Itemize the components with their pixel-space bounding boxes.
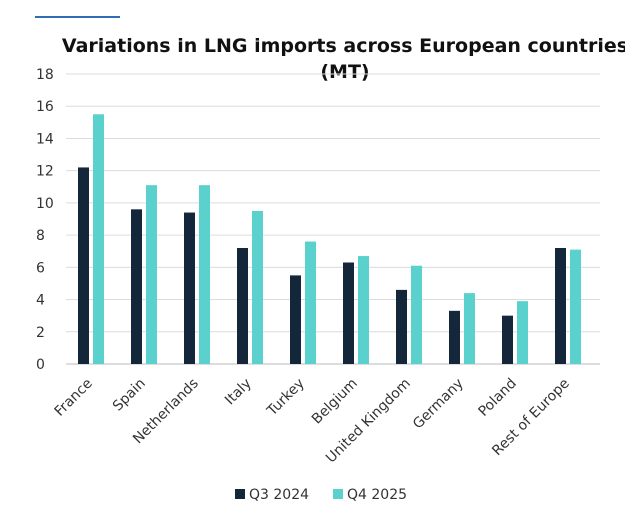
x-tick-label: Belgium: [309, 376, 361, 428]
bar-q3-2024: [184, 212, 195, 364]
y-tick-label: 4: [36, 293, 45, 309]
bar-q3-2024: [78, 167, 89, 364]
legend-swatch: [333, 489, 343, 499]
x-tick-label: Spain: [110, 376, 149, 415]
x-tick-label: Germany: [410, 376, 467, 433]
y-tick-label: 14: [36, 131, 54, 147]
x-tick-label: Italy: [222, 376, 255, 409]
bar-q4-2025: [305, 241, 316, 364]
legend-label: Q3 2024: [249, 487, 309, 503]
bar-q4-2025: [464, 293, 475, 364]
bar-q3-2024: [449, 310, 460, 364]
chart-title-line-1: Variations in LNG imports across Europea…: [62, 35, 625, 57]
x-tick-label: Poland: [475, 376, 519, 420]
bar-q3-2024: [343, 262, 354, 364]
x-tick-label: Turkey: [264, 376, 308, 420]
bar-q3-2024: [131, 209, 142, 364]
y-tick-label: 12: [36, 164, 54, 180]
y-tick-label: 16: [36, 99, 54, 115]
bar-q3-2024: [396, 289, 407, 364]
x-tick-label: France: [52, 376, 96, 420]
y-tick-label: 18: [36, 67, 54, 83]
y-tick-label: 6: [36, 260, 45, 276]
bar-q3-2024: [502, 315, 513, 364]
bar-q4-2025: [358, 256, 369, 364]
bar-q4-2025: [252, 210, 263, 364]
bar-q4-2025: [411, 265, 422, 364]
bar-q4-2025: [517, 301, 528, 364]
y-tick-label: 0: [36, 357, 45, 373]
legend-label: Q4 2025: [347, 487, 407, 503]
y-tick-label: 10: [36, 196, 54, 212]
bar-q4-2025: [146, 185, 157, 364]
y-tick-label: 2: [36, 325, 45, 341]
y-tick-label: 8: [36, 228, 45, 244]
bar-q3-2024: [237, 248, 248, 364]
bar-q4-2025: [93, 114, 104, 365]
chart-title-line-2: (MT): [320, 61, 369, 83]
bar-q3-2024: [555, 248, 566, 364]
bar-q3-2024: [290, 275, 301, 364]
legend-swatch: [235, 489, 245, 499]
bar-q4-2025: [199, 185, 210, 364]
bar-q4-2025: [570, 249, 581, 364]
